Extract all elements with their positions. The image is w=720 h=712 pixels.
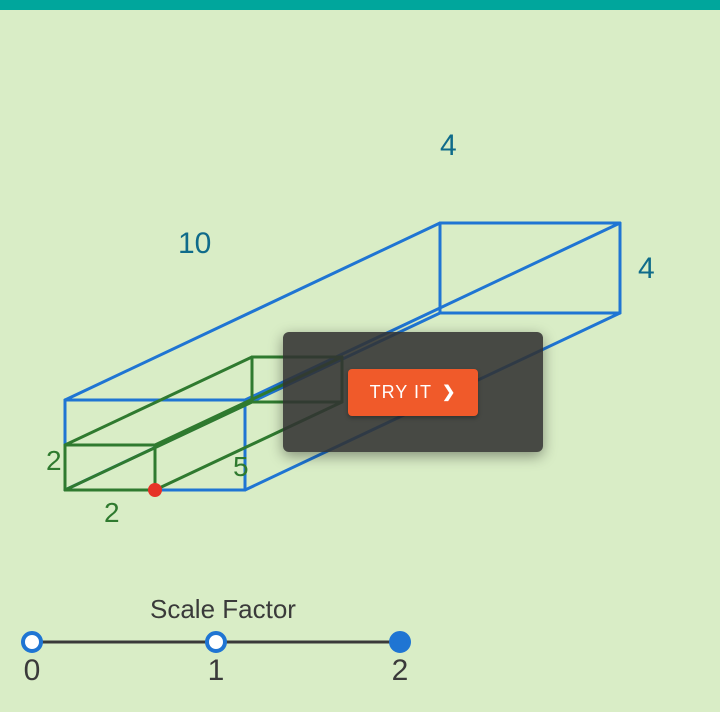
- dilation-point: [148, 483, 162, 497]
- slider-tick-2[interactable]: [391, 633, 409, 651]
- large-height-label: 4: [638, 252, 655, 285]
- diagram-canvas: 10 4 4 5 2 2 Scale Factor 0 1 2 TRY IT ❯: [0, 10, 720, 712]
- top-bar: [0, 0, 720, 10]
- small-width-label: 2: [104, 497, 120, 528]
- slider-tick-label-2: 2: [392, 654, 409, 687]
- slider-tick-label-1: 1: [208, 654, 225, 687]
- small-height-label: 2: [46, 445, 62, 476]
- tryit-overlay: TRY IT ❯: [283, 332, 543, 452]
- try-it-label: TRY IT: [370, 382, 432, 403]
- large-width-label: 4: [440, 129, 457, 162]
- slider-tick-0[interactable]: [23, 633, 41, 651]
- slider-tick-1[interactable]: [207, 633, 225, 651]
- large-length-label: 10: [178, 227, 211, 260]
- chevron-right-icon: ❯: [442, 382, 456, 402]
- slider-tick-label-0: 0: [24, 654, 41, 687]
- small-length-label: 5: [233, 451, 249, 482]
- scale-factor-title: Scale Factor: [150, 594, 296, 624]
- try-it-button[interactable]: TRY IT ❯: [348, 369, 479, 416]
